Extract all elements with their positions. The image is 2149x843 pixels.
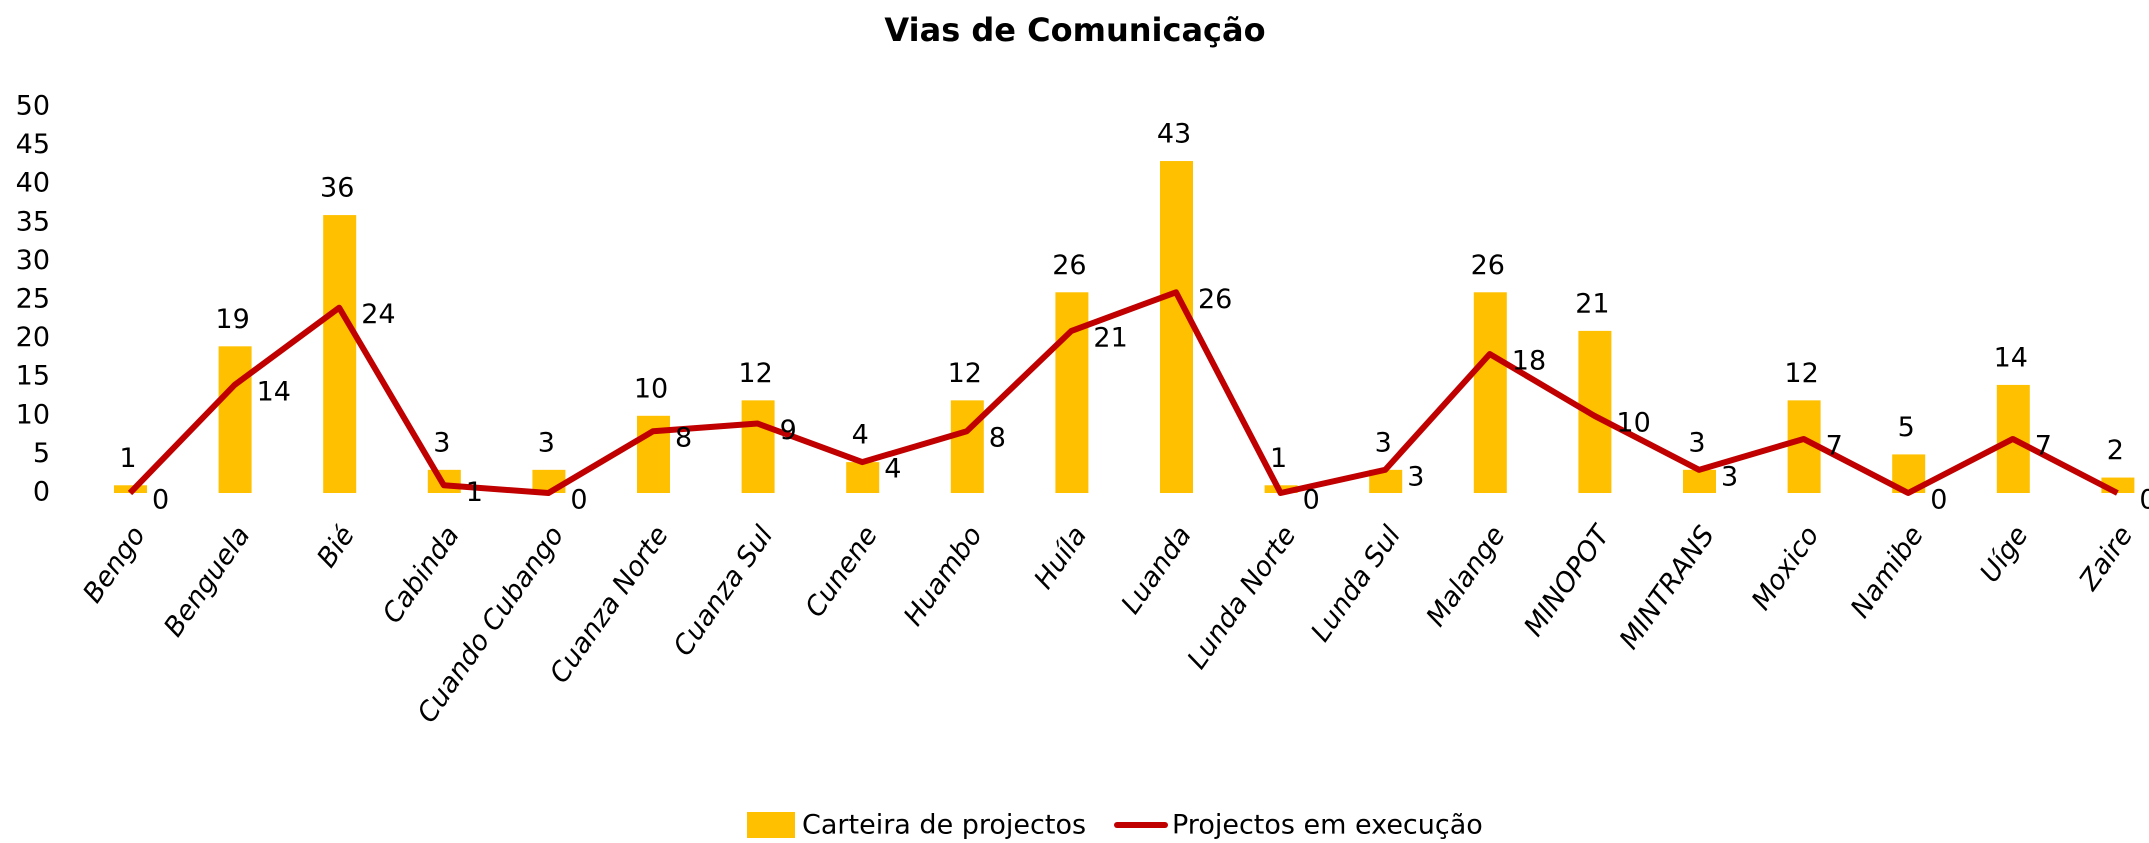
bar-label: 21	[1575, 288, 1609, 319]
line-label: 14	[257, 376, 291, 407]
x-tick-label: Benguela	[158, 521, 256, 643]
y-tick-label: 5	[33, 438, 50, 469]
x-tick-label: Luanda	[1115, 521, 1197, 620]
bar-label: 43	[1157, 119, 1191, 150]
bar-label: 2	[2107, 435, 2124, 466]
x-tick-label: Lunda Norte	[1182, 521, 1303, 675]
x-tick-label: Cabinda	[377, 521, 466, 630]
bar	[950, 400, 984, 493]
x-tick-label: Uíge	[1974, 521, 2034, 589]
bar	[218, 346, 252, 493]
x-tick-label: MINTRANS	[1614, 521, 1721, 656]
line-label: 1	[466, 477, 483, 508]
chart-title: Vias de Comunicação	[884, 11, 1265, 49]
y-tick-label: 20	[16, 322, 50, 353]
bar	[1683, 469, 1716, 493]
bar-label: 26	[1471, 250, 1505, 281]
y-tick-label: 10	[16, 399, 50, 430]
bar-label: 1	[1270, 443, 1287, 474]
line	[127, 289, 2119, 496]
x-tick-label: Namibe	[1845, 521, 1930, 624]
line-label: 26	[1198, 284, 1232, 315]
bar-label: 3	[1375, 427, 1392, 458]
y-tick-label: 0	[33, 477, 50, 508]
x-tick-label: Cuanza Sul	[668, 520, 780, 662]
bar-label: 12	[948, 358, 982, 389]
x-tick-label: Bengo	[77, 521, 152, 609]
x-tick-label: Moxico	[1746, 521, 1826, 616]
x-tick-label: Bié	[311, 521, 361, 574]
bar	[323, 215, 357, 493]
bar	[741, 400, 775, 493]
y-tick-label: 35	[16, 206, 50, 237]
line-label: 21	[1093, 322, 1127, 353]
y-tick-label: 25	[16, 284, 50, 315]
y-tick-label: 50	[16, 91, 50, 122]
line-label: 3	[1407, 461, 1424, 492]
bar-label: 19	[215, 304, 249, 335]
y-tick-label: 45	[16, 129, 50, 160]
bar	[1369, 469, 1403, 493]
bar-label: 10	[634, 373, 668, 404]
bar-label: 1	[119, 443, 136, 474]
line-label: 9	[780, 415, 797, 446]
line-label: 7	[1826, 430, 1843, 461]
line-label: 24	[361, 299, 395, 330]
bar-label: 4	[852, 420, 869, 451]
y-tick-label: 30	[16, 245, 50, 276]
line-label: 0	[1303, 485, 1320, 516]
line-label: 3	[1721, 461, 1738, 492]
bar-label: 26	[1052, 250, 1086, 281]
line-label: 0	[570, 485, 587, 516]
bar	[846, 462, 880, 493]
y-tick-label: 40	[16, 168, 50, 199]
bar-label: 3	[433, 427, 450, 458]
line-label: 0	[1930, 485, 1947, 516]
y-tick-label: 15	[16, 361, 50, 392]
x-tick-label: Zaire	[2073, 521, 2139, 597]
bar-label: 5	[1898, 412, 1915, 443]
bar	[1160, 161, 1193, 494]
x-tick-label: Huambo	[898, 521, 989, 632]
bar-label: 12	[1784, 358, 1818, 389]
bar-label: 3	[1688, 427, 1705, 458]
legend-swatch	[747, 812, 795, 838]
line-label: 4	[884, 454, 901, 485]
x-tick-label: Huíla	[1028, 521, 1093, 595]
line-label: 10	[1616, 407, 1650, 438]
line-label: 7	[2035, 430, 2052, 461]
bar	[1055, 292, 1089, 493]
line-label: 0	[152, 485, 169, 516]
x-tick-label: Cunene	[799, 521, 884, 623]
x-tick-label: Lunda Sul	[1305, 520, 1407, 647]
bar-label: 3	[538, 427, 555, 458]
bar	[1473, 292, 1507, 493]
legend-label: Carteira de projectos	[802, 810, 1086, 841]
bar-label: 12	[738, 358, 772, 389]
line-label: 18	[1512, 346, 1546, 377]
x-tick-label: MINOPOT	[1518, 518, 1618, 642]
x-tick-label: Malange	[1420, 521, 1511, 633]
line-label: 0	[2139, 485, 2149, 516]
line-label: 8	[989, 423, 1006, 454]
line-label: 8	[675, 423, 692, 454]
legend-label: Projectos em execução	[1172, 810, 1483, 841]
bar-label: 14	[1994, 342, 2028, 373]
bar-label: 36	[320, 173, 354, 204]
